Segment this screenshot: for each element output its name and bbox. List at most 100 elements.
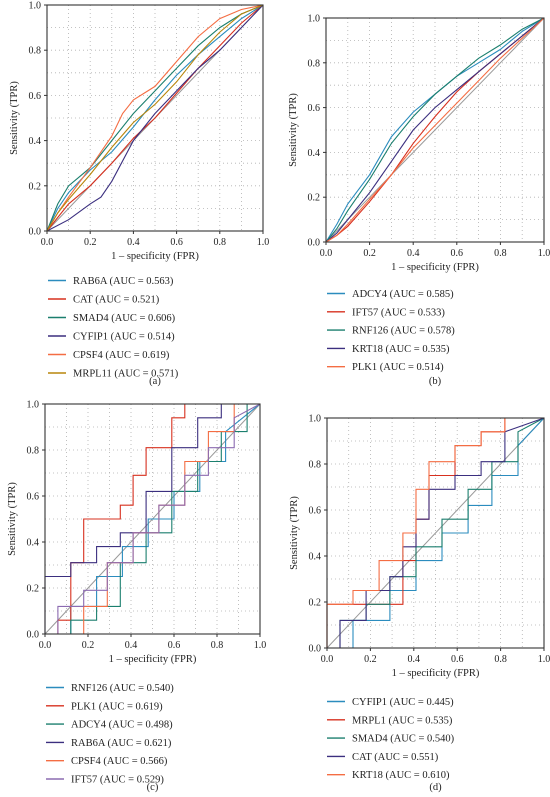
roc-curve-4 (325, 17, 545, 243)
legend-entry: CAT (AUC = 0.521) (73, 295, 160, 306)
legend-entry: PLK1 (AUC = 0.619) (71, 701, 163, 712)
roc-curve-1 (325, 17, 545, 243)
legend-entry: MRPL1 (AUC = 0.535) (352, 715, 453, 726)
roc-curve-6 (45, 403, 261, 635)
panel-caption: (a) (149, 376, 161, 387)
x-axis-label: 1 – specificity (FPR) (391, 262, 479, 273)
y-tick-label: 1.0 (29, 1, 42, 12)
x-tick-label: 0.0 (320, 248, 333, 259)
x-tick-label: 0.6 (168, 640, 181, 651)
x-tick-label: 1.0 (254, 640, 267, 651)
y-tick-label: 0.2 (29, 181, 42, 192)
y-tick-label: 0.6 (308, 103, 321, 114)
x-tick-label: 0.4 (127, 237, 140, 248)
y-tick-label: 0.0 (308, 238, 321, 249)
legend-entry: SMAD4 (AUC = 0.540) (352, 734, 455, 745)
x-tick-label: 0.8 (214, 237, 227, 248)
y-tick-label: 0.0 (29, 227, 42, 238)
legend-entry: CPSF4 (AUC = 0.566) (71, 756, 168, 767)
x-tick-label: 0.0 (321, 654, 334, 665)
y-tick-label: 0.8 (29, 46, 42, 57)
x-tick-label: 0.2 (364, 654, 377, 665)
legend-entry: CPSF4 (AUC = 0.619) (73, 350, 170, 361)
x-tick-label: 0.4 (408, 654, 421, 665)
legend-entry: SMAD4 (AUC = 0.606) (73, 313, 176, 324)
y-tick-label: 0.6 (27, 492, 40, 503)
legend-entry: IFT57 (AUC = 0.533) (352, 307, 445, 318)
roc-curve-6 (46, 4, 264, 232)
y-tick-label: 1.0 (308, 14, 321, 25)
x-tick-label: 1.0 (538, 654, 550, 665)
roc-curve-3 (46, 4, 264, 232)
x-tick-label: 0.6 (170, 237, 183, 248)
x-axis-label: 1 – specificity (FPR) (392, 668, 480, 679)
roc-curve-2 (45, 403, 260, 635)
legend-entry: PLK1 (AUC = 0.514) (352, 362, 444, 373)
plot-frame (325, 17, 545, 243)
legend-entry: CYFIP1 (AUC = 0.514) (73, 332, 175, 343)
legend-entry: RNF126 (AUC = 0.540) (71, 683, 174, 694)
legend-entry: RNF126 (AUC = 0.578) (352, 326, 455, 337)
legend-entry: KRT18 (AUC = 0.610) (352, 770, 450, 781)
y-tick-label: 0.2 (308, 193, 321, 204)
roc-curve-1 (46, 4, 264, 232)
panel-caption: (d) (429, 782, 442, 793)
legend-entry: RAB6A (AUC = 0.621) (71, 738, 172, 749)
y-tick-label: 1.0 (27, 400, 40, 411)
legend-entry: MRPL11 (AUC = 0.571) (73, 369, 179, 380)
legend-entry: CAT (AUC = 0.551) (352, 752, 439, 763)
x-tick-label: 1.0 (257, 237, 270, 248)
x-tick-label: 0.4 (407, 248, 420, 259)
roc-curve-5 (46, 4, 264, 232)
x-tick-label: 0.0 (41, 237, 54, 248)
y-tick-label: 0.8 (27, 446, 40, 457)
y-tick-label: 0.0 (309, 644, 322, 655)
roc-curve-4 (46, 4, 264, 232)
legend-entry: ADCY4 (AUC = 0.498) (71, 720, 173, 731)
panel-caption: (b) (429, 376, 442, 387)
roc-curve-3 (325, 17, 545, 243)
legend-entry: RAB6A (AUC = 0.563) (73, 276, 174, 287)
y-tick-label: 0.6 (309, 506, 322, 517)
roc-panel-1: 0.00.0 0.2 0.2 0.4 0.4 0.6 0.6 0.8 0.8 1.0 1.0 1 – … (9, 1, 269, 388)
y-tick-label: 1.0 (309, 414, 322, 425)
y-tick-label: 0.4 (29, 136, 42, 147)
roc-curve-5 (326, 417, 544, 648)
x-tick-label: 0.8 (211, 640, 224, 651)
panel-caption: (c) (147, 782, 159, 793)
roc-panel-3: 0.00.0 0.2 0.2 0.4 0.4 0.6 0.6 0.8 0.8 1.0 1.0 1 – … (7, 400, 266, 794)
x-tick-label: 0.4 (125, 640, 138, 651)
roc-panel-4: 0.00.0 0.2 0.2 0.4 0.4 0.6 0.6 0.8 0.8 1.0 1.0 1 – … (289, 414, 550, 794)
plot-frame (326, 417, 545, 649)
roc-curve-5 (325, 17, 545, 243)
x-tick-label: 0.0 (39, 640, 52, 651)
y-tick-label: 0.0 (27, 630, 40, 641)
x-tick-label: 0.2 (82, 640, 95, 651)
y-tick-label: 0.2 (27, 584, 40, 595)
y-tick-label: 0.2 (309, 598, 322, 609)
x-tick-label: 0.8 (494, 654, 507, 665)
y-tick-label: 0.8 (308, 58, 321, 69)
roc-panel-2: 0.00.0 0.2 0.2 0.4 0.4 0.6 0.6 0.8 0.8 1.0 1.0 1 – … (288, 14, 550, 388)
y-axis-label: Sensitivity (TPR) (9, 81, 20, 155)
y-axis-label: Sensitivity (TPR) (288, 93, 299, 167)
x-tick-label: 0.8 (494, 248, 507, 259)
x-tick-label: 0.6 (451, 248, 464, 259)
x-tick-label: 0.2 (363, 248, 376, 259)
diagonal-reference-line (326, 417, 545, 649)
x-axis-label: 1 – specificity (FPR) (109, 654, 197, 665)
x-tick-label: 1.0 (538, 248, 550, 259)
x-tick-label: 0.6 (451, 654, 464, 665)
legend-entry: IFT57 (AUC = 0.529) (71, 775, 164, 786)
plot-frame (44, 403, 261, 635)
y-tick-label: 0.8 (309, 460, 322, 471)
legend-entry: KRT18 (AUC = 0.535) (352, 344, 450, 355)
diagonal-reference-line (325, 17, 545, 243)
y-tick-label: 0.4 (308, 148, 321, 159)
plot-frame (46, 4, 264, 232)
y-tick-label: 0.4 (27, 538, 40, 549)
y-axis-label: Sensitivity (TPR) (289, 496, 300, 570)
y-tick-label: 0.4 (309, 552, 322, 563)
roc-curve-2 (46, 4, 264, 232)
